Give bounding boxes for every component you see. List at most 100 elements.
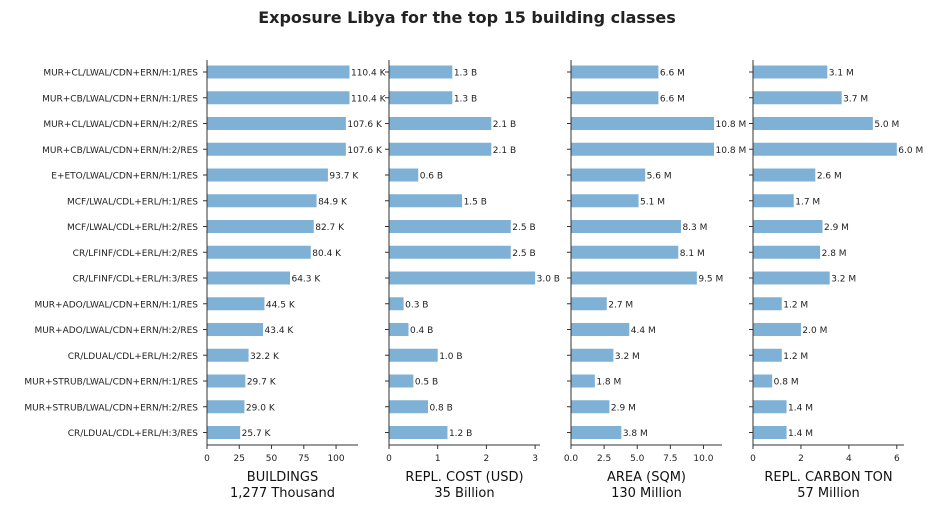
value-label: 0.5 B: [415, 378, 438, 388]
value-label: 5.6 M: [647, 172, 672, 182]
bar: [207, 65, 350, 79]
bar: [389, 323, 409, 336]
panel-1: 110.4 K 110.4 K 107.6 K 107.6 K 93.7 K 84.9 K…: [204, 60, 387, 501]
value-label: 3.0 B: [537, 275, 560, 285]
bar: [207, 168, 328, 182]
value-label: 29.7 K: [247, 378, 277, 388]
bar: [571, 117, 715, 130]
value-label: 2.6 M: [817, 172, 842, 182]
x-tick-label: 3: [532, 454, 538, 464]
value-label: 5.0 M: [874, 120, 899, 130]
bar: [389, 426, 448, 439]
x-tick-label: 25: [234, 454, 245, 464]
value-label: 3.2 M: [831, 275, 856, 285]
category-label: MUR+STRUB/LWAL/CDN+ERN/H:1/RES: [24, 378, 198, 388]
category-label: MCF/LWAL/CDL+ERL/H:2/RES: [67, 223, 198, 233]
value-label: 2.1 B: [493, 120, 516, 130]
bar: [389, 271, 536, 285]
bar: [389, 142, 492, 156]
x-tick-label: 2: [484, 454, 490, 464]
value-label: 29.0 K: [246, 403, 276, 413]
bar: [571, 245, 679, 259]
bar: [207, 220, 314, 233]
bar: [207, 142, 346, 156]
category-label: CR/LFINF/CDL+ERL/H:3/RES: [73, 275, 199, 285]
panel-4: 3.1 M 3.7 M 5.0 M 6.0 M 2.6 M 1.7 M 2.9 M 2.8 M…: [749, 60, 923, 501]
panel-total-label: 130 Million: [611, 486, 682, 501]
bar: [753, 91, 842, 105]
value-label: 64.3 K: [291, 275, 321, 285]
value-label: 1.0 B: [439, 352, 462, 362]
bar: [571, 271, 697, 285]
x-axis-label: BUILDINGS: [247, 470, 318, 485]
category-label: MUR+ADO/LWAL/CDN+ERN/H:2/RES: [34, 326, 198, 336]
bar: [207, 245, 311, 259]
x-tick-label: 50: [266, 454, 278, 464]
panel-total-label: 57 Million: [797, 486, 860, 501]
value-label: 43.4 K: [265, 326, 295, 336]
bar: [753, 426, 787, 439]
value-label: 0.6 B: [420, 172, 443, 182]
value-label: 10.8 M: [716, 146, 747, 156]
category-label: MUR+ADO/LWAL/CDN+ERN/H:1/RES: [34, 300, 198, 310]
bar: [207, 117, 346, 130]
value-label: 2.7 M: [608, 300, 633, 310]
x-tick-label: 0: [750, 454, 756, 464]
category-label: MUR+CB/LWAL/CDN+ERN/H:1/RES: [42, 94, 198, 104]
value-label: 0.8 B: [429, 403, 452, 413]
x-tick-label: 10.0: [693, 454, 713, 464]
value-label: 1.3 B: [454, 69, 477, 79]
value-label: 2.0 M: [802, 326, 827, 336]
bar: [753, 323, 801, 336]
value-label: 2.5 B: [512, 249, 535, 259]
bar: [571, 297, 607, 311]
bar: [389, 400, 428, 414]
category-label: MUR+CL/LWAL/CDN+ERN/H:2/RES: [43, 120, 198, 130]
value-label: 1.8 M: [596, 378, 621, 388]
value-label: 0.8 M: [774, 378, 799, 388]
value-label: 6.6 M: [660, 69, 685, 79]
bar: [571, 400, 610, 414]
x-tick-label: 75: [298, 454, 309, 464]
bar: [389, 65, 453, 79]
bar: [753, 297, 782, 311]
bar: [753, 65, 828, 79]
x-axis-label: REPL. COST (USD): [405, 470, 523, 485]
chart-title: Exposure Libya for the top 15 building c…: [258, 8, 676, 27]
panel-total-label: 35 Billion: [434, 486, 494, 501]
value-label: 9.5 M: [698, 275, 723, 285]
value-label: 2.9 M: [824, 223, 849, 233]
bar: [571, 374, 595, 388]
bar: [571, 348, 614, 362]
category-label: MUR+CL/LWAL/CDN+ERN/H:1/RES: [43, 69, 198, 79]
value-label: 2.1 B: [493, 146, 516, 156]
value-label: 1.4 M: [788, 429, 813, 439]
bar: [207, 297, 265, 311]
category-label: CR/LDUAL/CDL+ERL/H:2/RES: [68, 352, 199, 362]
bar: [571, 168, 646, 182]
value-label: 5.1 M: [640, 197, 665, 207]
category-label: MCF/LWAL/CDL+ERL/H:1/RES: [67, 197, 198, 207]
bar: [207, 323, 264, 336]
value-label: 4.4 M: [631, 326, 656, 336]
bar: [207, 348, 249, 362]
bar: [389, 245, 511, 259]
bar: [753, 220, 823, 233]
bar: [389, 220, 511, 233]
value-label: 84.9 K: [318, 197, 348, 207]
x-tick-label: 1: [435, 454, 441, 464]
value-label: 25.7 K: [242, 429, 272, 439]
value-label: 1.4 M: [788, 403, 813, 413]
bar: [753, 117, 873, 130]
value-label: 6.0 M: [898, 146, 923, 156]
bar: [207, 271, 290, 285]
value-label: 6.6 M: [660, 94, 685, 104]
x-tick-label: 0: [204, 454, 210, 464]
value-label: 0.4 B: [410, 326, 433, 336]
value-label: 107.6 K: [347, 120, 383, 130]
bar: [753, 348, 782, 362]
value-label: 93.7 K: [329, 172, 359, 182]
x-tick-label: 7.5: [663, 454, 677, 464]
category-label: E+ETO/LWAL/CDN+ERN/H:1/RES: [51, 172, 198, 182]
